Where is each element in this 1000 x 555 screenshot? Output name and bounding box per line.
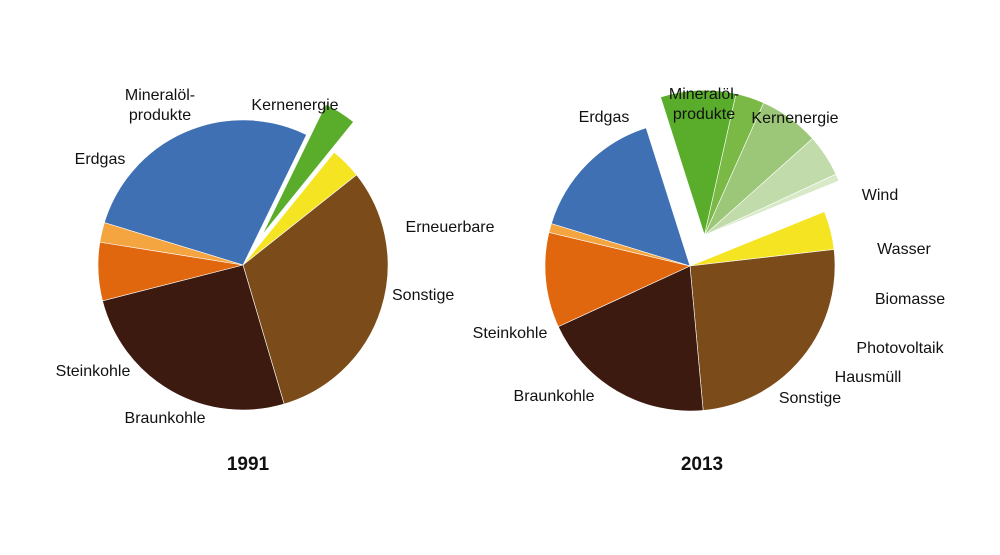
label-2013-biomasse: Biomasse bbox=[875, 291, 945, 308]
slice-1991-steinkohle bbox=[102, 264, 285, 411]
label-1991-mineraloel-produkte: Mineralöl-produkte bbox=[125, 87, 195, 124]
label-1991-erdgas: Erdgas bbox=[75, 151, 126, 168]
label-2013-mineraloel-produkte: Mineralöl-produkte bbox=[669, 86, 739, 123]
label-2013-wind: Wind bbox=[862, 187, 898, 204]
label-2013-sonstige: Sonstige bbox=[779, 390, 841, 407]
slice-1991-kernenergie bbox=[103, 119, 307, 266]
label-1991-sonstige: Sonstige bbox=[392, 287, 454, 304]
pie-2013: Kernenergie Wind Wasser Biomasse Photovoltai… bbox=[473, 86, 945, 412]
label-2013-wasser: Wasser bbox=[877, 241, 931, 258]
label-2013-hausmuell: Hausmüll bbox=[835, 369, 902, 386]
label-2013-braunkohle: Braunkohle bbox=[514, 388, 595, 405]
slice-2013-hausmuell bbox=[704, 173, 840, 236]
label-2013-kernenergie: Kernenergie bbox=[751, 110, 838, 127]
slice-1991-braunkohle bbox=[242, 174, 389, 405]
label-2013-erdgas: Erdgas bbox=[579, 109, 630, 126]
slice-2013-mineraloel-produkte bbox=[548, 223, 691, 267]
label-2013-photovoltaik: Photovoltaik bbox=[856, 340, 944, 357]
label-1991-steinkohle: Steinkohle bbox=[56, 363, 131, 380]
chart-title-2013: 2013 bbox=[681, 454, 723, 475]
slice-1991-erneuerbare bbox=[262, 103, 354, 235]
slice-1991-mineraloel-produkte bbox=[99, 222, 244, 266]
slice-2013-braunkohle bbox=[689, 249, 836, 411]
slice-2013-kernenergie bbox=[550, 127, 691, 267]
label-2013-steinkohle: Steinkohle bbox=[473, 325, 548, 342]
slice-2013-steinkohle bbox=[557, 265, 704, 412]
label-1991-erneuerbare: Erneuerbare bbox=[406, 219, 495, 236]
label-1991-braunkohle: Braunkohle bbox=[125, 410, 206, 427]
pie-1991: Kernenergie Erneuerbare Sonstige Braunkohle… bbox=[56, 87, 495, 427]
chart-title-1991: 1991 bbox=[227, 454, 270, 475]
label-1991-kernenergie: Kernenergie bbox=[251, 97, 338, 114]
slice-2013-erdgas bbox=[544, 232, 691, 328]
